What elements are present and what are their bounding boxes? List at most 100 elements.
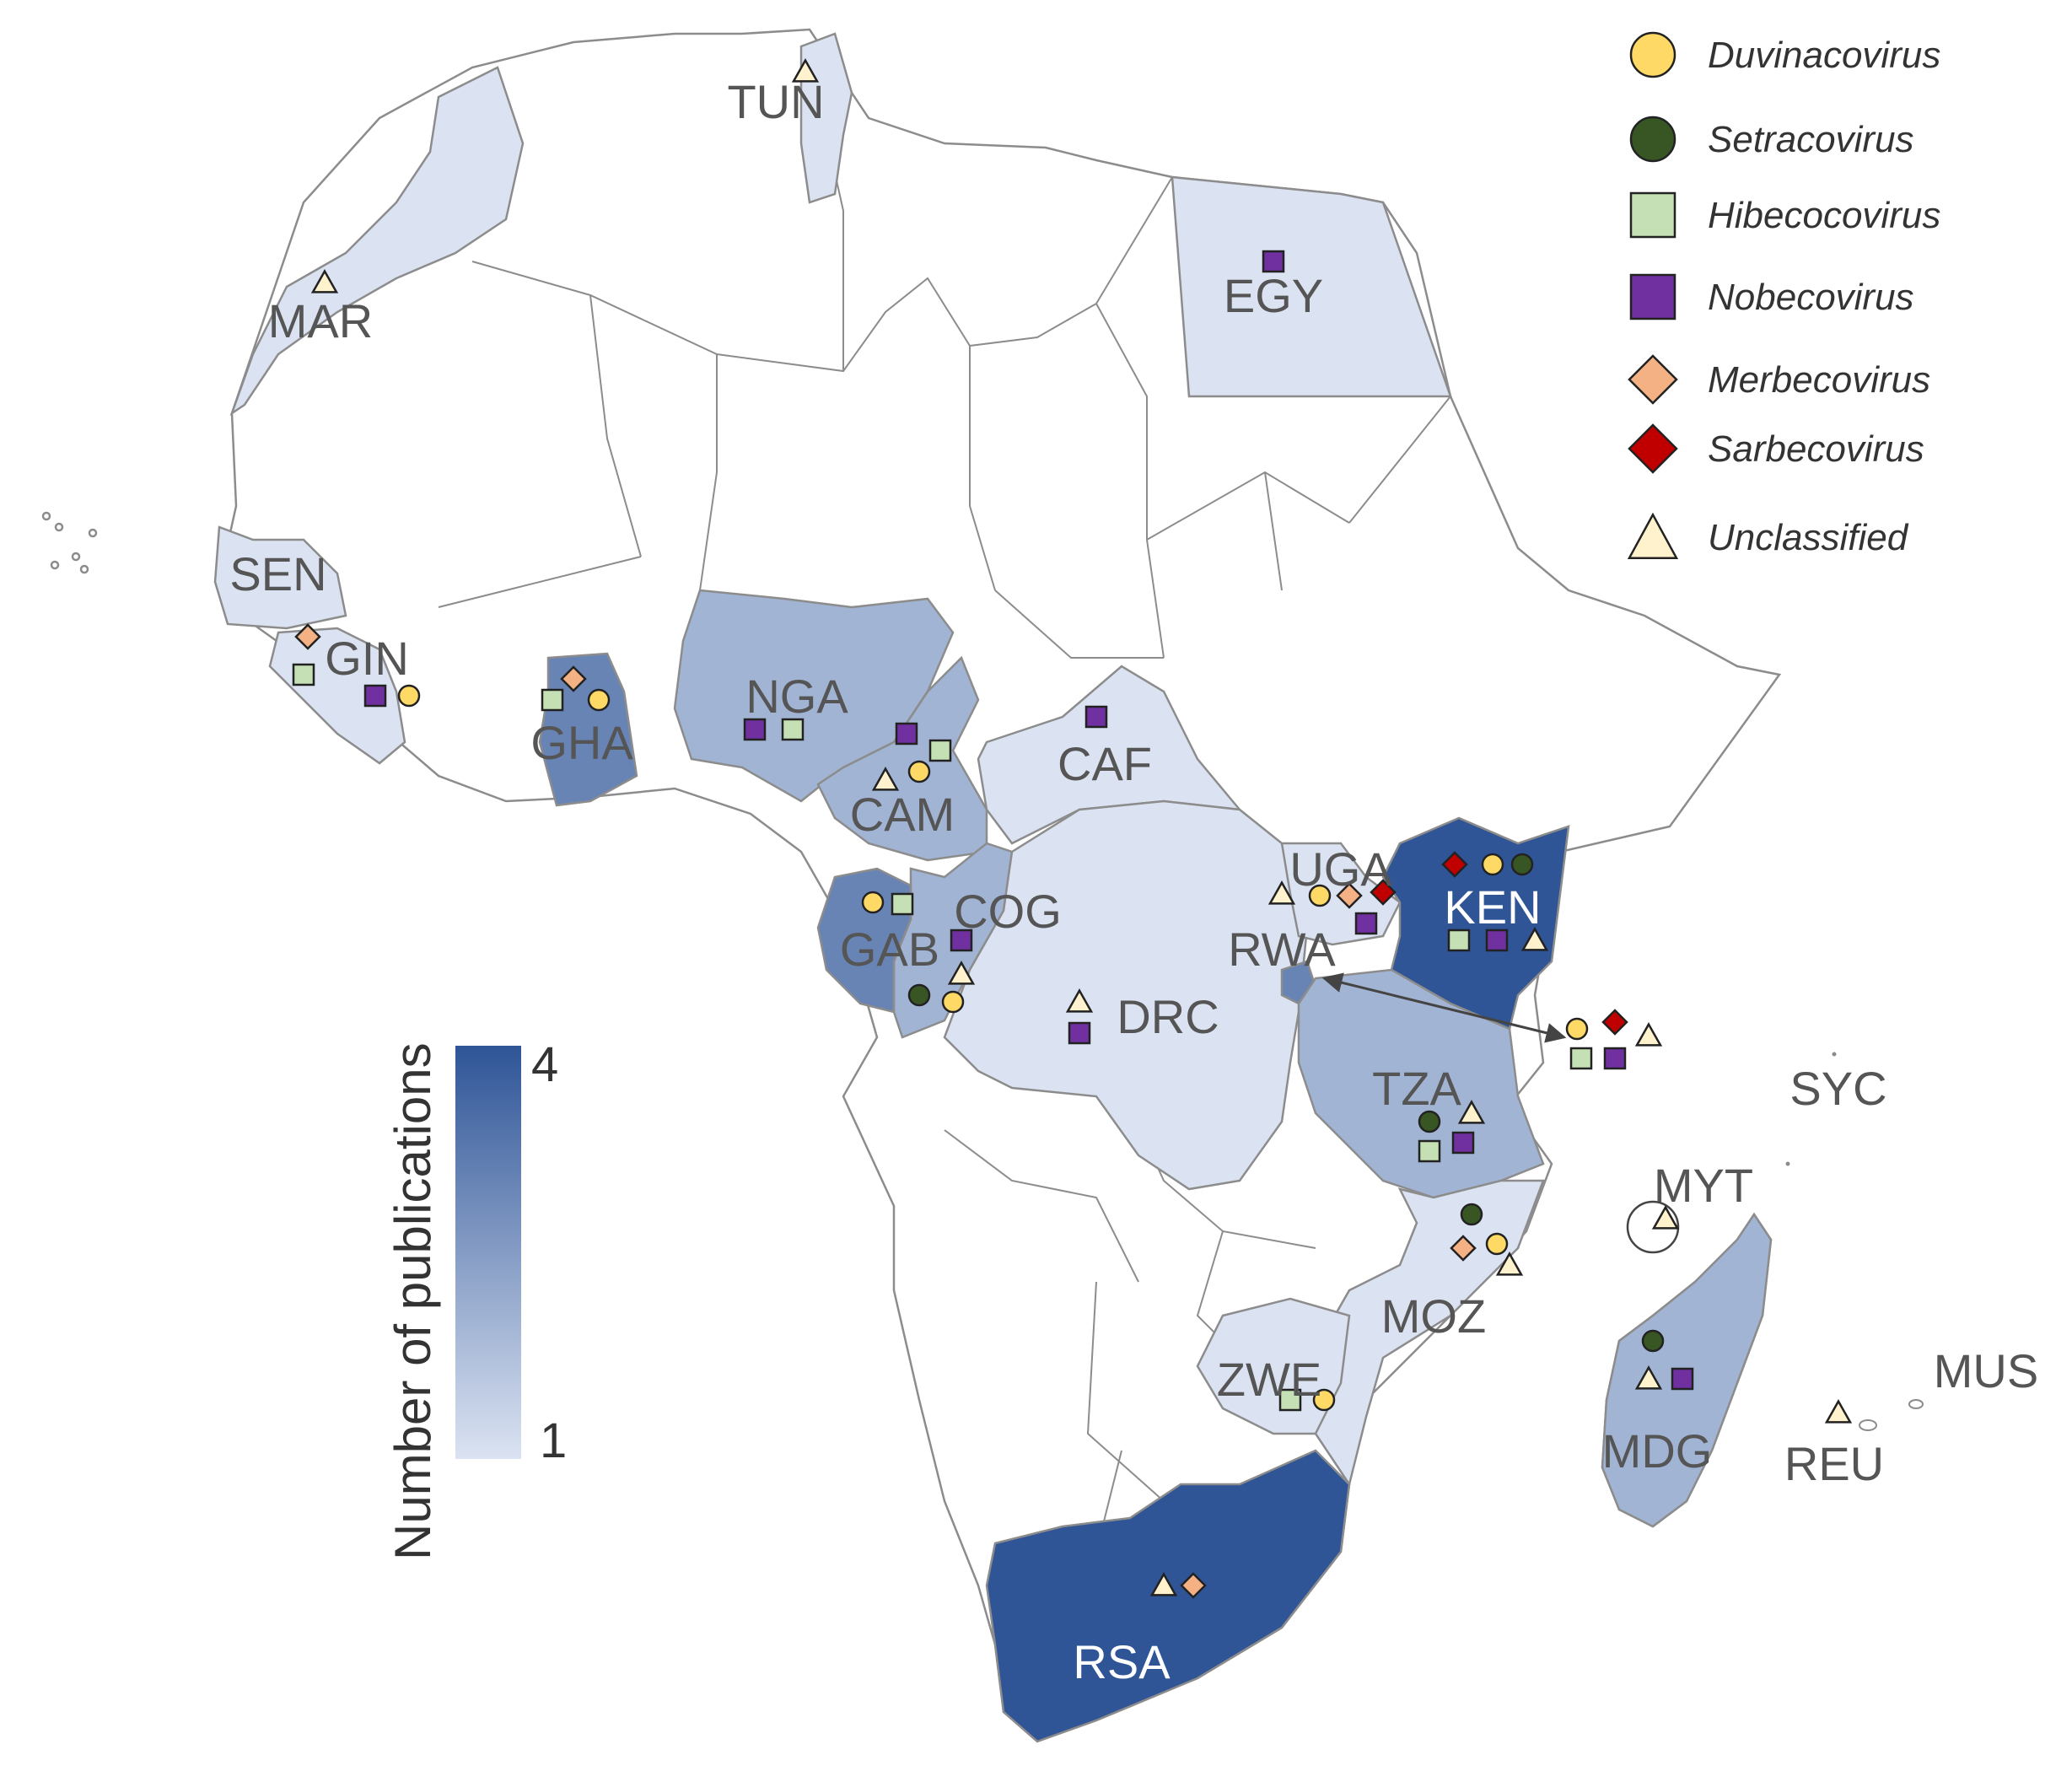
marker-uga-nobe [1354, 912, 1378, 935]
country-label-uga: UGA [1289, 842, 1392, 896]
marker-mdg-setra [1641, 1329, 1665, 1353]
marker-moz-duvi [1485, 1232, 1509, 1256]
country-label-tun: TUN [727, 75, 824, 128]
legend-merbe-icon [1628, 354, 1678, 405]
country-mar [229, 66, 525, 417]
country-gin [268, 627, 406, 765]
colorbar-min-label: 1 [540, 1413, 567, 1468]
marker-ken-sarbe [1441, 851, 1468, 878]
country-label-reu: REU [1784, 1437, 1884, 1490]
marker-ken-nobe [1603, 1047, 1627, 1070]
marker-ken-uncl [1520, 927, 1549, 951]
country-cam [816, 655, 988, 862]
virus-legend: Duvinacovirus Setracovirus Hibecocovirus No… [1627, 31, 1940, 559]
legend-nobe-label: Nobecovirus [1708, 277, 1914, 318]
country-label-cog: COG [954, 885, 1062, 938]
marker-tza-uncl [1457, 1100, 1486, 1124]
marker-ken-sarbe [1601, 1009, 1628, 1036]
legend-duvi-icon [1629, 31, 1676, 78]
country-label-gin: GIN [325, 632, 409, 685]
marker-rsa-merbe [1180, 1572, 1207, 1599]
country-label-myt: MYT [1654, 1159, 1753, 1212]
country-labels: TUN MAR EGY SEN GIN GHA NGA CAM CAF COG GAB DRC UGA K… [229, 75, 2038, 1688]
country-zwe [1196, 1297, 1351, 1435]
country-label-syc: SYC [1789, 1062, 1886, 1115]
country-moz [1314, 1179, 1545, 1488]
marker-uga-uncl [1267, 880, 1296, 905]
marker-ken-uncl [1634, 1022, 1663, 1047]
marker-myt-uncl [1651, 1205, 1680, 1230]
marker-cam-nobe [895, 722, 918, 746]
colorbar: 4 1 Number of publications [385, 1037, 567, 1560]
marker-uga-sarbe [1370, 879, 1397, 906]
marker-drc-uncl [1065, 988, 1094, 1013]
marker-gin-merbe [294, 623, 321, 650]
extra-shapes [1321, 972, 1924, 1431]
marker-ken-hibe [1569, 1047, 1593, 1070]
marker-moz-uncl [1495, 1252, 1524, 1276]
country-label-gha: GHA [530, 716, 633, 769]
country-gab [816, 867, 912, 1014]
marker-drc-nobe [1068, 1021, 1091, 1045]
marker-gha-hibe [541, 688, 564, 712]
marker-rsa-uncl [1149, 1572, 1178, 1596]
marker-cam-duvi [907, 760, 931, 783]
legend-hibe-label: Hibecocovirus [1708, 195, 1940, 236]
legend-setra-label: Setracovirus [1708, 119, 1914, 160]
marker-ken-duvi [1481, 853, 1504, 876]
legend-nobe-icon [1629, 273, 1676, 320]
marker-ken-duvi [1565, 1017, 1589, 1041]
country-label-gab: GAB [840, 923, 939, 976]
legend-setra-icon [1629, 116, 1676, 163]
marker-ken-nobe [1485, 929, 1509, 952]
country-label-nga: NGA [745, 670, 848, 723]
reunion-island [1859, 1419, 1877, 1431]
marker-moz-setra [1460, 1203, 1483, 1226]
marker-tza-nobe [1451, 1131, 1475, 1155]
country-label-rwa: RWA [1228, 923, 1336, 976]
marker-gin-hibe [292, 663, 315, 686]
marker-tun-uncl [791, 58, 820, 83]
country-label-zwe: ZWE [1217, 1353, 1321, 1406]
marker-cog-nobe [950, 929, 973, 952]
legend-uncl-icon [1627, 512, 1679, 559]
marker-tza-setra [1418, 1110, 1441, 1133]
marker-cam-uncl [871, 767, 900, 791]
country-label-egy: EGY [1224, 269, 1323, 322]
marker-gha-merbe [560, 665, 587, 692]
virus-markers [292, 58, 1853, 1599]
colorbar-max-label: 4 [531, 1037, 558, 1092]
marker-reu-uncl [1824, 1399, 1853, 1424]
country-label-tza: TZA [1372, 1062, 1461, 1115]
country-label-drc: DRC [1117, 990, 1219, 1043]
marker-mdg-uncl [1634, 1365, 1663, 1390]
country-label-mus: MUS [1934, 1344, 2038, 1397]
marker-ken-hibe [1447, 929, 1471, 952]
country-label-rsa: RSA [1073, 1635, 1171, 1688]
marker-cog-duvi [941, 990, 965, 1014]
colorbar-gradient [455, 1046, 521, 1459]
country-label-moz: MOZ [1381, 1289, 1486, 1343]
marker-zwe-duvi [1312, 1388, 1336, 1412]
marker-tza-hibe [1418, 1139, 1441, 1163]
marker-mdg-nobe [1671, 1367, 1694, 1391]
shaded-countries [213, 32, 1773, 1743]
marker-nga-hibe [781, 718, 805, 741]
marker-cog-setra [907, 983, 931, 1007]
marker-caf-nobe [1084, 705, 1108, 729]
marker-gin-duvi [397, 684, 421, 708]
country-sen [213, 525, 347, 630]
country-label-ken: KEN [1444, 880, 1541, 934]
legend-sarbe-icon [1628, 423, 1678, 474]
country-label-sen: SEN [229, 547, 326, 600]
kenya-tanzania-arrow [1321, 972, 1567, 1043]
marker-ken-setra [1510, 853, 1534, 876]
country-label-mdg: MDG [1602, 1424, 1713, 1478]
country-egy [1171, 175, 1452, 398]
country-label-caf: CAF [1058, 737, 1152, 790]
marker-gha-duvi [587, 688, 611, 712]
legend-uncl-label: Unclassified [1708, 517, 1909, 558]
marker-gab-duvi [861, 891, 885, 914]
colorbar-title: Number of publications [385, 1042, 441, 1560]
